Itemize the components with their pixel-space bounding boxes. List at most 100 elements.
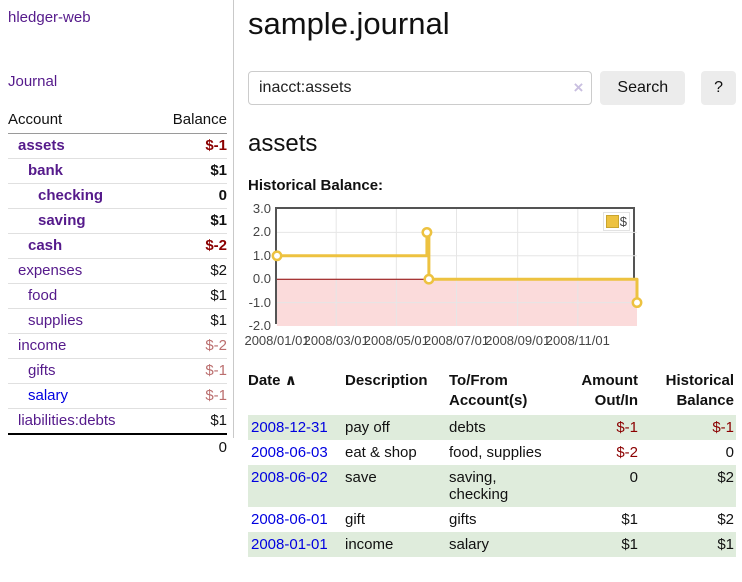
account-link[interactable]: supplies <box>28 312 84 329</box>
clear-search-icon[interactable]: × <box>573 78 584 97</box>
transaction-row: 2008-06-03 eat & shop food, supplies $-2… <box>248 440 736 465</box>
transaction-balance: $1 <box>717 536 734 553</box>
account-balance: $1 <box>153 158 227 184</box>
transaction-date-link[interactable]: 2008-01-01 <box>251 536 328 553</box>
account-link[interactable]: cash <box>28 237 63 254</box>
transaction-amount: 0 <box>629 469 638 486</box>
account-balance: 0 <box>153 183 227 209</box>
transaction-description: save <box>345 469 377 486</box>
account-balance: $-1 <box>153 133 227 159</box>
main-content: sample.journal × Search ? assets Histori… <box>244 0 736 557</box>
account-row: supplies $1 <box>8 308 227 334</box>
transaction-description: income <box>345 536 394 553</box>
account-link[interactable]: gifts <box>28 362 56 379</box>
x-axis-label: 2008/03/01 <box>303 333 369 348</box>
account-balance: $-1 <box>153 383 227 409</box>
transaction-amount: $1 <box>621 536 638 553</box>
account-link[interactable]: income <box>18 337 67 354</box>
search-button[interactable]: Search <box>600 71 686 105</box>
data-point-marker <box>631 297 643 309</box>
account-balance: $1 <box>153 283 227 309</box>
register-table: Date ∧ Description To/From Account(s) Am… <box>248 369 736 557</box>
register-header-amount: Amount Out/In <box>581 372 638 409</box>
account-link[interactable]: assets <box>18 137 65 154</box>
account-balance: $-2 <box>153 333 227 359</box>
y-axis-label: 3.0 <box>252 201 271 216</box>
page-title: sample.journal <box>248 6 450 41</box>
transaction-date-link[interactable]: 2008-06-02 <box>251 469 328 486</box>
transaction-amount: $1 <box>621 511 638 528</box>
data-point-marker <box>421 226 433 238</box>
y-axis-label: -2.0 <box>248 318 271 333</box>
account-row: bank $1 <box>8 158 227 184</box>
transaction-description: gift <box>345 511 366 528</box>
x-axis-label: 2008/01/01 <box>244 333 310 348</box>
x-axis-label: 2008/07/01 <box>423 333 490 348</box>
transaction-description: eat & shop <box>345 444 417 461</box>
register-header-accounts: To/From Account(s) <box>449 372 528 409</box>
accounts-total-value: 0 <box>153 433 227 460</box>
accounts-table: Account Balance assets $-1 bank $1 check… <box>8 107 227 460</box>
account-link[interactable]: salary <box>28 387 69 404</box>
transaction-date-link[interactable]: 2008-12-31 <box>251 419 328 436</box>
transaction-balance: $2 <box>717 469 734 486</box>
transaction-balance: $-1 <box>712 419 734 436</box>
transaction-amount: $-2 <box>616 444 638 461</box>
account-row: saving $1 <box>8 208 227 234</box>
account-balance: $1 <box>153 308 227 334</box>
register-header-description: Description <box>345 372 428 389</box>
account-balance: $-1 <box>153 358 227 384</box>
sort-asc-icon: ∧ <box>284 372 297 389</box>
legend-label: $ <box>619 214 627 229</box>
chart-plot-area: $ <box>271 207 643 326</box>
legend-swatch <box>605 215 619 228</box>
help-button[interactable]: ? <box>701 71 736 105</box>
transaction-accounts: debts <box>449 419 486 436</box>
register-header-date[interactable]: Date ∧ <box>248 372 297 389</box>
y-axis-label: -1.0 <box>248 294 271 310</box>
account-link[interactable]: food <box>28 287 58 304</box>
account-row: expenses $2 <box>8 258 227 284</box>
transaction-date-link[interactable]: 2008-06-03 <box>251 444 328 461</box>
chart-title: Historical Balance: <box>248 177 384 194</box>
transaction-date-link[interactable]: 2008-06-01 <box>251 511 328 528</box>
sidebar-item-journal[interactable]: Journal <box>8 73 58 90</box>
transaction-balance: $2 <box>717 511 734 528</box>
search-form: × Search ? <box>248 71 736 105</box>
transaction-balance: 0 <box>725 444 734 461</box>
account-balance: $1 <box>153 408 227 435</box>
chart-series-svg <box>271 209 643 326</box>
register-header-balance: Historical Balance <box>665 372 734 409</box>
accounts-header-balance: Balance <box>153 107 227 134</box>
account-link[interactable]: checking <box>38 187 104 204</box>
accounts-header-account: Account <box>8 107 154 134</box>
account-row: food $1 <box>8 283 227 309</box>
account-link[interactable]: saving <box>38 212 86 229</box>
account-row: salary $-1 <box>8 383 227 409</box>
search-input[interactable] <box>248 71 593 105</box>
account-balance: $2 <box>153 258 227 284</box>
transaction-accounts: food, supplies <box>449 444 542 461</box>
y-axis-label: 0.0 <box>252 271 271 287</box>
account-row: assets $-1 <box>8 133 227 159</box>
x-axis-label: 2008/09/01 <box>485 333 551 348</box>
account-balance: $-2 <box>153 233 227 259</box>
brand-link[interactable]: hledger-web <box>8 9 91 26</box>
account-link[interactable]: bank <box>28 162 64 179</box>
x-axis-label: 2008/11/01 <box>545 333 610 348</box>
transaction-row: 2008-12-31 pay off debts $-1 $-1 <box>248 415 736 440</box>
x-axis-label: 2008/05/01 <box>363 333 429 348</box>
transaction-row: 2008-01-01 income salary $1 $1 <box>248 532 736 557</box>
transaction-accounts: saving, checking <box>449 469 509 503</box>
account-link[interactable]: expenses <box>18 262 83 279</box>
sidebar: hledger-web Journal Account Balance asse… <box>0 0 234 460</box>
data-point-marker <box>423 273 435 285</box>
account-row: income $-2 <box>8 333 227 359</box>
transaction-row: 2008-06-01 gift gifts $1 $2 <box>248 507 736 532</box>
account-link[interactable]: liabilities:debts <box>18 412 116 429</box>
transaction-accounts: gifts <box>449 511 477 528</box>
y-axis-label: 1.0 <box>252 247 271 263</box>
transaction-accounts: salary <box>449 536 490 553</box>
account-row: liabilities:debts $1 <box>8 408 227 435</box>
balance-chart: 3.0 2.0 1.0 0.0 -1.0 -2.0 $ 2008/01/01 2008/03… <box>244 201 668 353</box>
